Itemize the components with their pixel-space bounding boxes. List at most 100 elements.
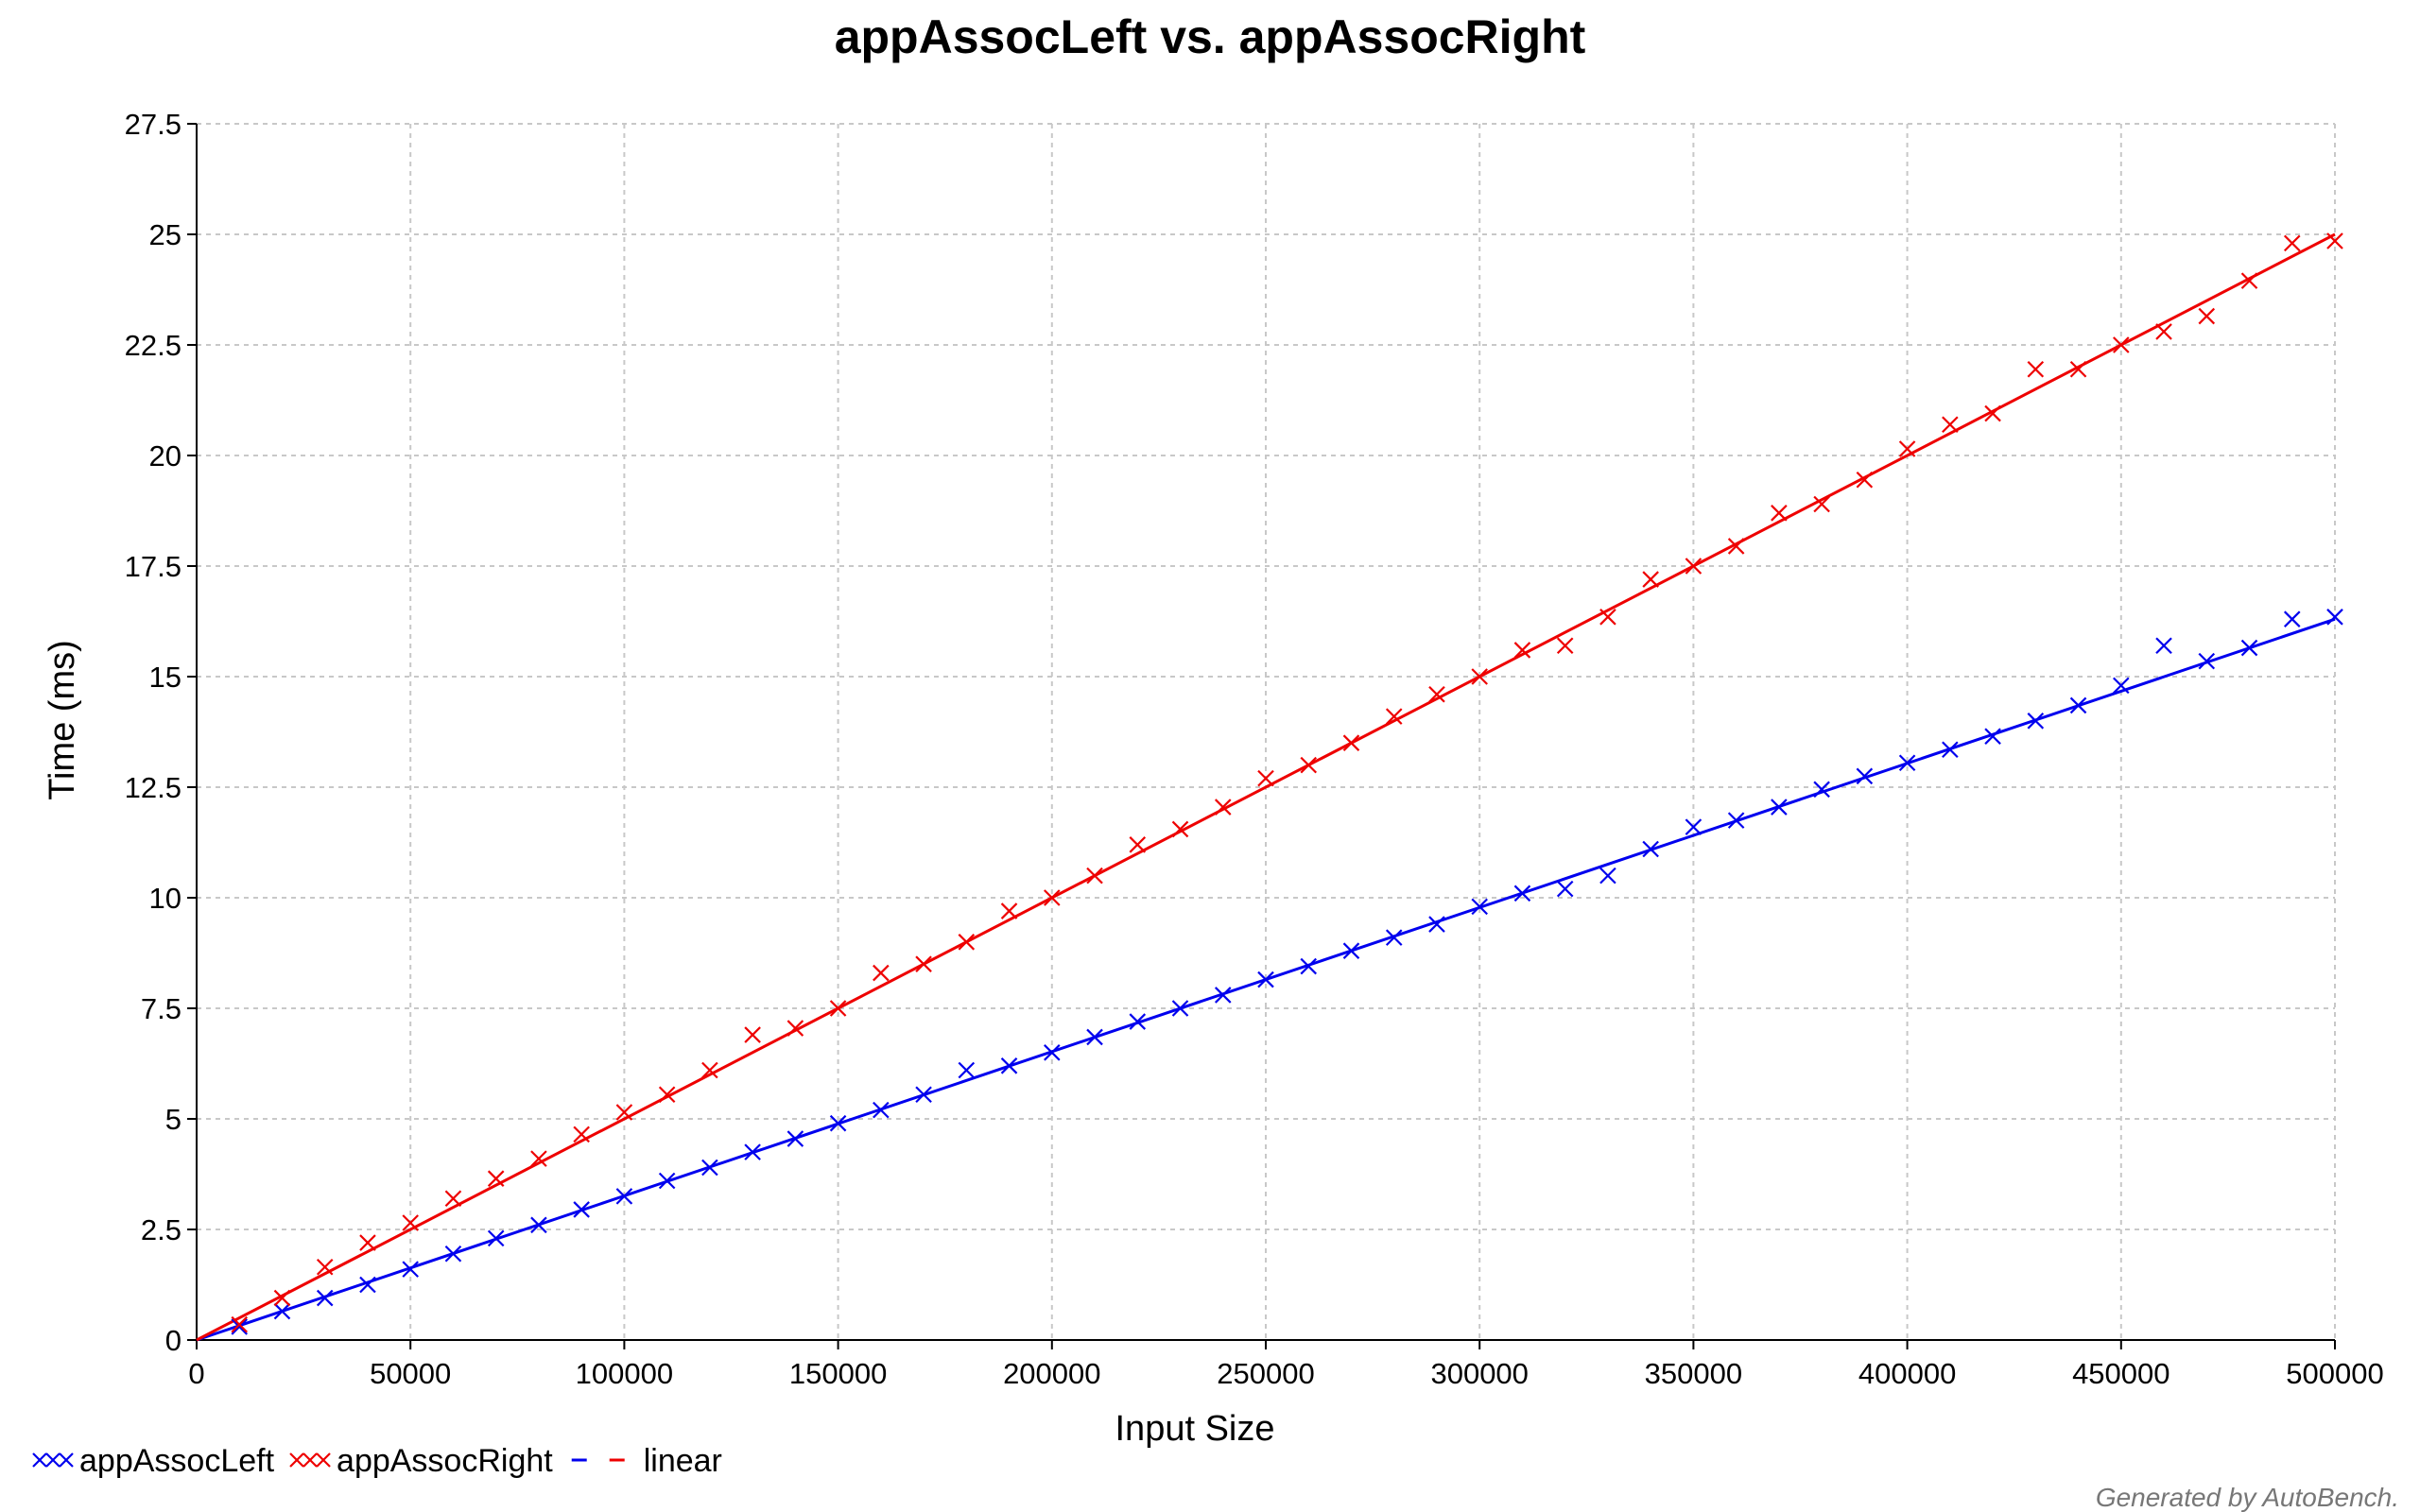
point-appAssocRight: [786, 1020, 804, 1037]
point-appAssocLeft: [2069, 696, 2087, 714]
legend-marker-icon: [45, 1452, 60, 1468]
point-appAssocRight: [1086, 867, 1103, 885]
marker-stroke: [59, 1452, 74, 1468]
point-appAssocLeft: [231, 1318, 249, 1335]
marker-stroke: [915, 955, 932, 972]
marker-stroke: [873, 1101, 890, 1119]
point-appAssocLeft: [1685, 818, 1703, 835]
marker-stroke: [444, 1245, 462, 1263]
y-tick-label: 17.5: [125, 550, 182, 583]
point-appAssocLeft: [1898, 754, 1916, 772]
legend-item-linear: linear: [571, 1443, 722, 1479]
marker-stroke: [1984, 404, 2001, 422]
marker-stroke: [2069, 696, 2087, 714]
x-tick-label: 450000: [2072, 1357, 2169, 1390]
marker-stroke: [658, 1086, 676, 1104]
point-appAssocLeft: [273, 1302, 291, 1320]
marker-stroke: [359, 1234, 376, 1251]
point-appAssocRight: [573, 1125, 590, 1143]
point-appAssocLeft: [1044, 1044, 1061, 1061]
point-appAssocRight: [359, 1234, 376, 1251]
point-appAssocRight: [1942, 416, 1959, 434]
point-appAssocLeft: [701, 1159, 718, 1177]
point-appAssocLeft: [958, 1061, 976, 1079]
marker-stroke: [289, 1452, 304, 1468]
marker-stroke: [573, 1125, 590, 1143]
marker-stroke: [2198, 307, 2216, 325]
point-appAssocLeft: [487, 1229, 505, 1247]
legend-marker-icon: [59, 1452, 74, 1468]
y-tick-label: 27.5: [125, 108, 182, 141]
marker-stroke: [1813, 495, 1830, 513]
point-appAssocRight: [1856, 471, 1874, 489]
marker-stroke: [915, 1086, 932, 1104]
point-appAssocRight: [1000, 902, 1018, 919]
point-appAssocRight: [658, 1086, 676, 1104]
legend-label: appAssocRight: [337, 1443, 553, 1479]
marker-stroke: [2326, 609, 2343, 626]
marker-stroke: [786, 1020, 804, 1037]
marker-stroke: [302, 1452, 318, 1468]
point-appAssocLeft: [1300, 957, 1318, 975]
marker-stroke: [487, 1229, 505, 1247]
marker-stroke: [1129, 836, 1147, 853]
marker-stroke: [573, 1201, 590, 1218]
point-appAssocRight: [1642, 571, 1659, 588]
marker-stroke: [1044, 889, 1061, 906]
point-appAssocRight: [402, 1214, 419, 1231]
point-appAssocRight: [1685, 558, 1703, 575]
point-appAssocRight: [1727, 538, 1745, 555]
point-appAssocRight: [2240, 272, 2258, 289]
marker-stroke: [615, 1188, 633, 1205]
marker-stroke: [1342, 734, 1360, 751]
marker-stroke: [32, 1452, 47, 1468]
point-appAssocLeft: [1642, 840, 1659, 858]
marker-stroke: [2240, 639, 2258, 657]
point-appAssocRight: [958, 934, 976, 951]
y-tick-label: 22.5: [125, 329, 182, 362]
point-appAssocLeft: [1171, 1000, 1189, 1017]
point-appAssocLeft: [1813, 781, 1830, 799]
y-tick-label: 0: [165, 1324, 182, 1357]
marker-stroke: [2326, 232, 2343, 249]
marker-stroke: [402, 1214, 419, 1231]
point-appAssocLeft: [1984, 728, 2001, 745]
marker-stroke: [786, 1130, 804, 1147]
point-appAssocLeft: [1214, 987, 1232, 1004]
marker-stroke: [402, 1261, 419, 1278]
marker-stroke: [2155, 323, 2172, 340]
data-points: [231, 232, 2343, 1335]
point-appAssocLeft: [786, 1130, 804, 1147]
marker-stroke: [1171, 1000, 1189, 1017]
point-appAssocLeft: [2198, 652, 2216, 670]
marker-stroke: [1214, 799, 1232, 816]
y-tick-label: 20: [149, 439, 182, 472]
marker-stroke: [1813, 781, 1830, 799]
marker-stroke: [701, 1061, 718, 1079]
point-appAssocLeft: [1471, 898, 1488, 916]
marker-stroke: [1642, 571, 1659, 588]
x-tick-label: 150000: [789, 1357, 887, 1390]
marker-stroke: [1685, 558, 1703, 575]
marker-stroke: [701, 1159, 718, 1177]
y-tick-label: 10: [149, 882, 182, 915]
marker-stroke: [1599, 867, 1616, 885]
point-appAssocRight: [1898, 440, 1916, 457]
y-tick-label: 15: [149, 661, 182, 694]
marker-stroke: [45, 1452, 60, 1468]
marker-stroke: [1471, 668, 1488, 685]
point-appAssocLeft: [530, 1216, 547, 1234]
marker-stroke: [1771, 799, 1788, 816]
grid: [197, 123, 2336, 1340]
marker-stroke: [958, 1061, 976, 1079]
marker-stroke: [1385, 708, 1403, 725]
marker-stroke: [1428, 685, 1445, 703]
legend-marker-icon: [316, 1452, 331, 1468]
marker-stroke: [1257, 971, 1274, 988]
marker-stroke: [1898, 440, 1916, 457]
marker-stroke: [744, 1143, 761, 1160]
point-appAssocLeft: [744, 1143, 761, 1160]
point-appAssocLeft: [2155, 637, 2172, 655]
marker-stroke: [2113, 677, 2130, 695]
